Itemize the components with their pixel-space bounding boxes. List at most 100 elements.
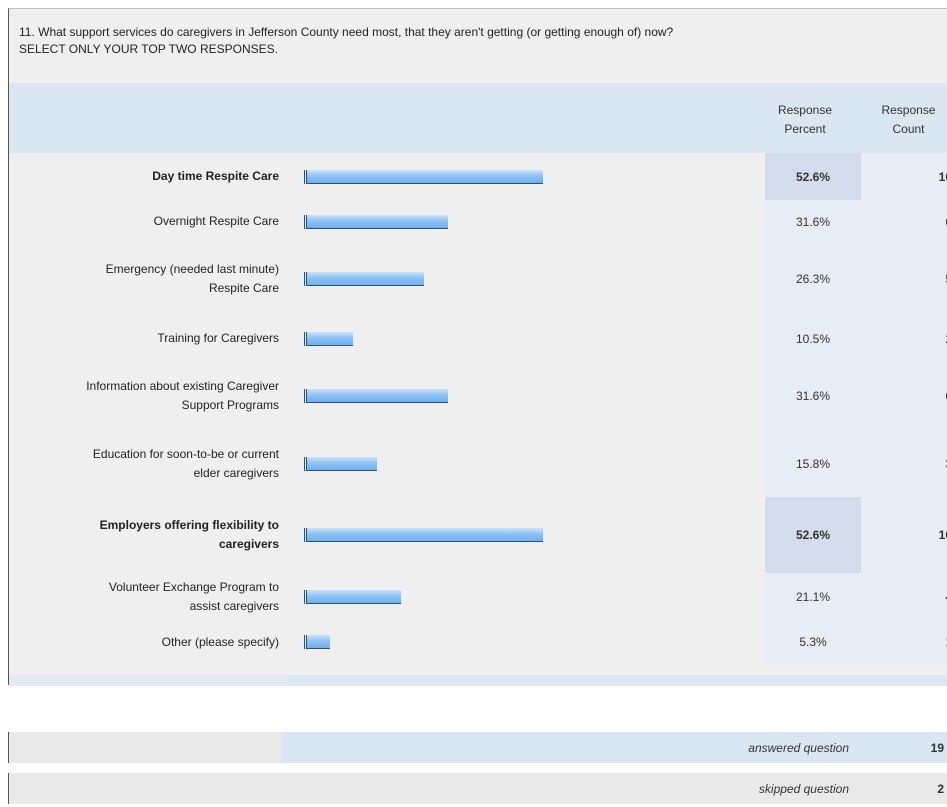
row-label-line: Day time Respite Care: [152, 169, 279, 183]
row-label-line: Overnight Respite Care: [153, 214, 279, 228]
bar-tick: [304, 272, 305, 286]
response-count: 10: [861, 497, 947, 573]
response-row: Day time Respite Care 52.6%10: [9, 153, 947, 200]
row-label-line: Information about existing Caregiver: [86, 379, 279, 393]
row-label: Other (please specify): [9, 620, 279, 664]
row-label-text: Education for soon-to-be or current elder…: [93, 445, 279, 483]
skipped-question-row: skipped question 2: [8, 773, 947, 804]
row-label: Employers offering flexibility to caregiv…: [9, 497, 279, 573]
row-label: Information about existing Caregiver Supp…: [9, 362, 279, 430]
bar: [306, 457, 377, 471]
response-count: 2: [861, 315, 947, 362]
row-label: Education for soon-to-be or current elder…: [9, 430, 279, 497]
response-percent: 52.6%: [765, 497, 861, 573]
response-count: 3: [861, 430, 947, 497]
bar: [306, 590, 401, 604]
row-label-line: Volunteer Exchange Program to: [108, 579, 279, 594]
row-label-line: Respite Care: [208, 281, 279, 295]
bar-tick: [304, 457, 305, 471]
row-label-text: Volunteer Exchange Program to assist care…: [109, 578, 279, 616]
response-percent: 26.3%: [765, 243, 861, 315]
summary-right-cell: [281, 732, 947, 763]
bar-tick: [304, 332, 305, 346]
response-count: 4: [861, 573, 947, 620]
row-label-line: Education for soon-to-be or current: [92, 446, 279, 461]
row-label: Day time Respite Care: [9, 153, 279, 200]
bar-tick: [304, 635, 305, 649]
bar: [306, 389, 448, 403]
count-header-line-2: Count: [892, 122, 925, 136]
bar: [306, 272, 424, 286]
response-percent: 31.6%: [765, 362, 861, 430]
row-label-line: Support Programs: [181, 398, 279, 412]
answered-question-row: answered question 19: [8, 732, 947, 763]
response-row: Employers offering flexibility to caregiv…: [9, 497, 947, 573]
row-label-line: assist caregivers: [189, 598, 279, 613]
row-label: Emergency (needed last minute) Respite Ca…: [9, 243, 279, 315]
response-count: 10: [861, 153, 947, 200]
response-count: 1: [861, 620, 947, 664]
answered-question-label: answered question: [748, 740, 849, 755]
skipped-question-label: skipped question: [758, 781, 849, 796]
response-percent: 10.5%: [765, 315, 861, 362]
row-label-text: Day time Respite Care: [152, 167, 279, 186]
summary-left-cell: [9, 732, 281, 763]
skipped-question-value: 2: [937, 781, 944, 796]
response-count-header: Response Count: [861, 101, 947, 139]
row-label-text: Other (please specify): [162, 633, 279, 652]
question-line-2: SELECT ONLY YOUR TOP TWO RESPONSES.: [19, 42, 278, 56]
response-percent: 52.6%: [765, 153, 861, 200]
bar-tick: [304, 528, 305, 542]
response-count: 6: [861, 362, 947, 430]
row-label: Volunteer Exchange Program to assist care…: [9, 573, 279, 620]
bar: [306, 635, 330, 649]
question-line-1: 11. What support services do caregivers …: [19, 25, 674, 39]
response-row: Other (please specify) 5.3%1: [9, 620, 947, 664]
bar: [306, 528, 543, 542]
response-percent: 15.8%: [765, 430, 861, 497]
response-row: Emergency (needed last minute) Respite Ca…: [9, 243, 947, 315]
response-row: Volunteer Exchange Program to assist care…: [9, 573, 947, 620]
bar: [306, 332, 353, 346]
response-percent: 31.6%: [765, 200, 861, 243]
answered-question-value: 19: [930, 740, 944, 755]
row-label-text: Emergency (needed last minute) Respite Ca…: [106, 260, 279, 298]
response-percent-header: Response Percent: [765, 101, 845, 139]
response-row: Information about existing Caregiver Supp…: [9, 362, 947, 430]
response-row: Overnight Respite Care 31.6%6: [9, 200, 947, 243]
response-row: Training for Caregivers 10.5%2: [9, 315, 947, 362]
row-label-line: Training for Caregivers: [157, 331, 279, 345]
response-percent: 5.3%: [765, 620, 861, 664]
response-count: 6: [861, 200, 947, 243]
question-text: 11. What support services do caregivers …: [19, 24, 944, 58]
bar-tick: [304, 215, 305, 229]
bar-tick: [304, 590, 305, 604]
table-footer-left: [9, 675, 289, 686]
row-label: Training for Caregivers: [9, 315, 279, 362]
response-row: Education for soon-to-be or current elder…: [9, 430, 947, 497]
bar-tick: [304, 389, 305, 403]
bar-tick: [304, 170, 305, 184]
row-label: Overnight Respite Care: [9, 200, 279, 243]
count-header-line-1: Response: [881, 103, 936, 117]
percent-header-line-2: Percent: [784, 122, 826, 136]
header-band: [9, 83, 947, 153]
response-percent: 21.1%: [765, 573, 861, 620]
row-label-text: Training for Caregivers: [157, 329, 279, 348]
row-label-line: elder caregivers: [193, 465, 279, 480]
summary-left-cell: [9, 773, 281, 804]
row-label-line: caregivers: [218, 537, 279, 551]
question-panel: 11. What support services do caregivers …: [8, 8, 947, 686]
table-footer-band: [9, 675, 947, 686]
row-label-text: Information about existing Caregiver Supp…: [86, 377, 279, 415]
row-label-line: Employers offering flexibility to: [99, 518, 279, 532]
row-label-text: Overnight Respite Care: [154, 212, 279, 231]
bar: [306, 170, 543, 184]
bar: [306, 215, 448, 229]
response-count: 5: [861, 243, 947, 315]
percent-header-line-1: Response: [777, 103, 833, 117]
row-label-line: Other (please specify): [161, 634, 279, 649]
summary-right-cell: [281, 773, 947, 804]
row-label-line: Emergency (needed last minute): [105, 262, 279, 276]
row-label-text: Employers offering flexibility to caregiv…: [100, 516, 279, 554]
